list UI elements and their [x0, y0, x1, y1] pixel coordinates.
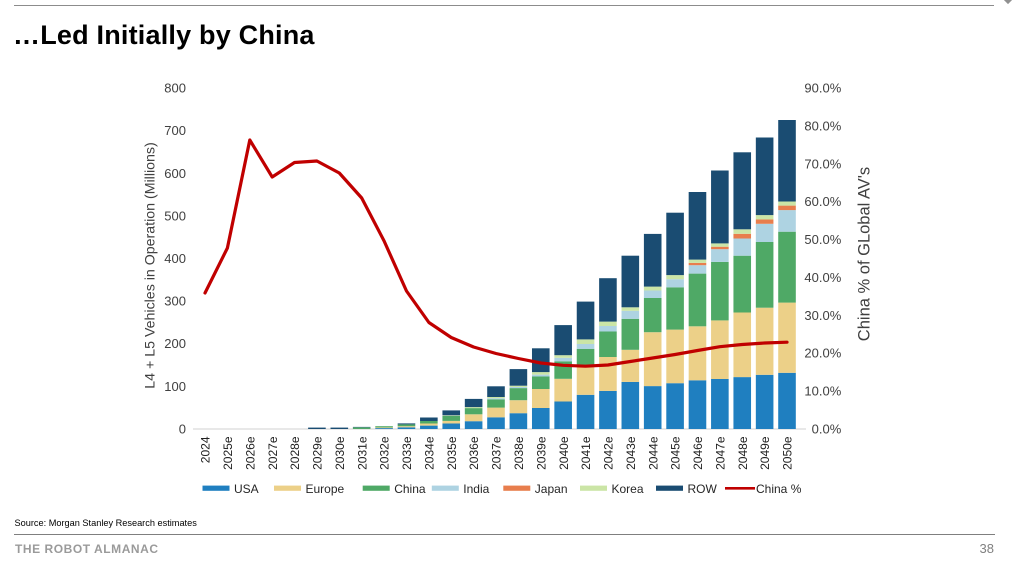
- svg-text:2025e: 2025e: [221, 436, 235, 470]
- svg-text:2027e: 2027e: [266, 436, 280, 470]
- svg-text:70.0%: 70.0%: [804, 156, 841, 171]
- svg-text:2042e: 2042e: [602, 436, 616, 470]
- svg-text:Korea: Korea: [612, 482, 644, 496]
- svg-text:80.0%: 80.0%: [804, 118, 841, 133]
- svg-text:2033e: 2033e: [400, 436, 414, 470]
- svg-text:2050e: 2050e: [781, 436, 795, 470]
- svg-text:2041e: 2041e: [579, 436, 593, 470]
- svg-text:L4 + L5 Vehicles in Operation: L4 + L5 Vehicles in Operation (Millions): [143, 142, 159, 388]
- svg-text:2049e: 2049e: [758, 436, 772, 470]
- svg-text:2035e: 2035e: [445, 436, 459, 470]
- svg-text:90.0%: 90.0%: [804, 81, 841, 96]
- svg-text:50.0%: 50.0%: [804, 232, 841, 247]
- svg-text:2037e: 2037e: [490, 436, 504, 470]
- svg-text:700: 700: [164, 123, 186, 138]
- svg-text:China %: China %: [756, 482, 802, 496]
- svg-text:2036e: 2036e: [467, 436, 481, 470]
- svg-text:2047e: 2047e: [714, 436, 728, 470]
- svg-text:200: 200: [164, 336, 186, 351]
- svg-text:600: 600: [164, 166, 186, 181]
- svg-text:Japan: Japan: [535, 482, 568, 496]
- svg-text:2045e: 2045e: [669, 436, 683, 470]
- svg-text:2046e: 2046e: [691, 436, 705, 470]
- svg-text:2038e: 2038e: [512, 436, 526, 470]
- svg-text:2030e: 2030e: [333, 436, 347, 470]
- svg-text:China: China: [394, 482, 426, 496]
- svg-text:10.0%: 10.0%: [804, 384, 841, 399]
- svg-text:2031e: 2031e: [355, 436, 369, 470]
- svg-text:2024: 2024: [199, 436, 213, 463]
- svg-text:China % of GLobal AV's: China % of GLobal AV's: [856, 167, 874, 341]
- svg-text:Europe: Europe: [306, 482, 345, 496]
- svg-text:300: 300: [164, 294, 186, 309]
- svg-text:2029e: 2029e: [311, 436, 325, 470]
- svg-text:2044e: 2044e: [646, 436, 660, 470]
- svg-text:40.0%: 40.0%: [804, 270, 841, 285]
- svg-text:2040e: 2040e: [557, 436, 571, 470]
- svg-text:2026e: 2026e: [243, 436, 257, 470]
- svg-text:USA: USA: [234, 482, 259, 496]
- svg-text:800: 800: [164, 81, 186, 96]
- svg-text:20.0%: 20.0%: [804, 346, 841, 361]
- svg-text:60.0%: 60.0%: [804, 194, 841, 209]
- svg-text:400: 400: [164, 251, 186, 266]
- svg-text:2048e: 2048e: [736, 436, 750, 470]
- svg-text:500: 500: [164, 208, 186, 223]
- svg-text:India: India: [463, 482, 489, 496]
- svg-text:2032e: 2032e: [378, 436, 392, 470]
- svg-text:100: 100: [164, 379, 186, 394]
- svg-text:30.0%: 30.0%: [804, 308, 841, 323]
- svg-text:2034e: 2034e: [423, 436, 437, 470]
- svg-text:0: 0: [179, 422, 186, 437]
- svg-text:2039e: 2039e: [534, 436, 548, 470]
- svg-text:2043e: 2043e: [624, 436, 638, 470]
- svg-text:ROW: ROW: [688, 482, 718, 496]
- svg-text:0.0%: 0.0%: [812, 422, 842, 437]
- svg-text:2028e: 2028e: [288, 436, 302, 470]
